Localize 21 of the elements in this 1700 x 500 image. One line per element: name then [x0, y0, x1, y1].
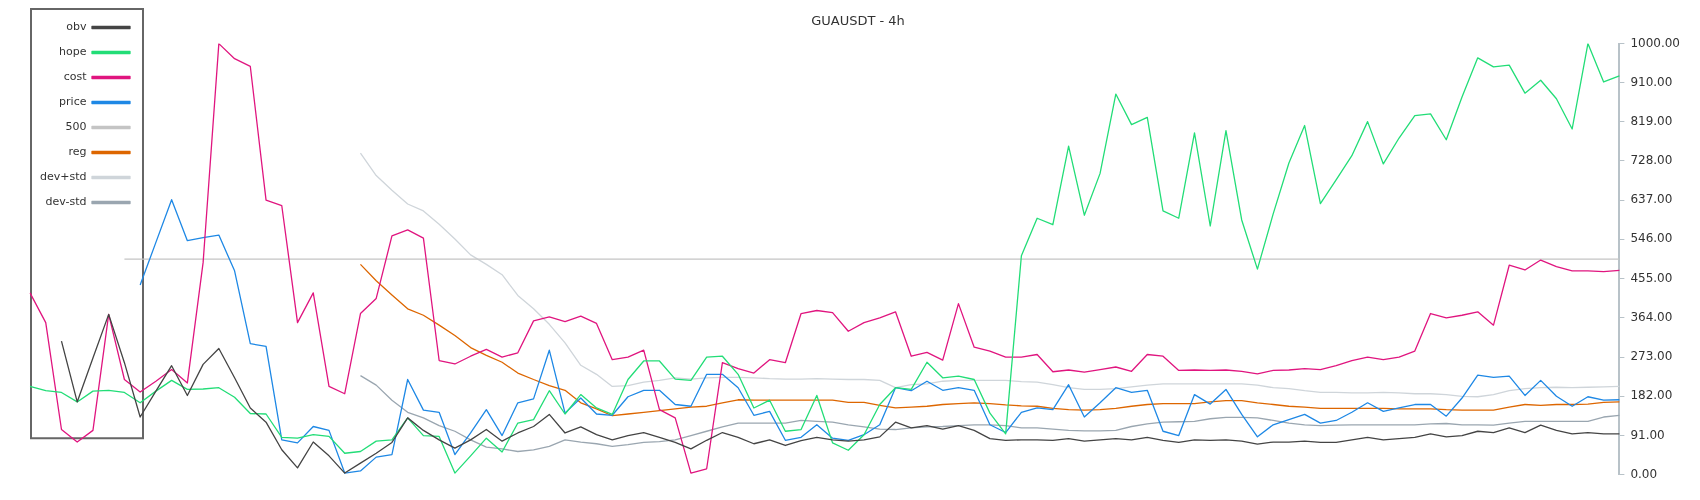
- y-tick-label: 273.00: [1630, 349, 1673, 364]
- legend-label: reg: [68, 145, 87, 159]
- y-tick-label: 819.00: [1630, 113, 1673, 128]
- y-tick-label: 364.00: [1630, 309, 1673, 324]
- legend-label: obv: [66, 20, 87, 34]
- y-tick-label: 637.00: [1630, 192, 1673, 207]
- legend-label: hope: [59, 45, 87, 59]
- chart-title: GUAUSDT - 4h: [811, 13, 905, 29]
- y-tick-label: 910.00: [1630, 74, 1673, 89]
- y-tick-label: 182.00: [1630, 388, 1673, 403]
- y-tick-label: 546.00: [1630, 231, 1673, 246]
- legend-label: cost: [63, 70, 88, 84]
- y-tick-label: 455.00: [1630, 270, 1673, 285]
- y-tick-label: 0.00: [1630, 466, 1658, 481]
- legend-label: dev+std: [39, 170, 87, 184]
- y-tick-label: 1000.00: [1630, 35, 1680, 50]
- y-tick-label: 91.00: [1630, 427, 1665, 442]
- legend-label: dev-std: [45, 195, 87, 209]
- y-tick-label: 728.00: [1630, 153, 1673, 168]
- legend-label: price: [59, 95, 87, 109]
- legend-label: 500: [65, 120, 87, 134]
